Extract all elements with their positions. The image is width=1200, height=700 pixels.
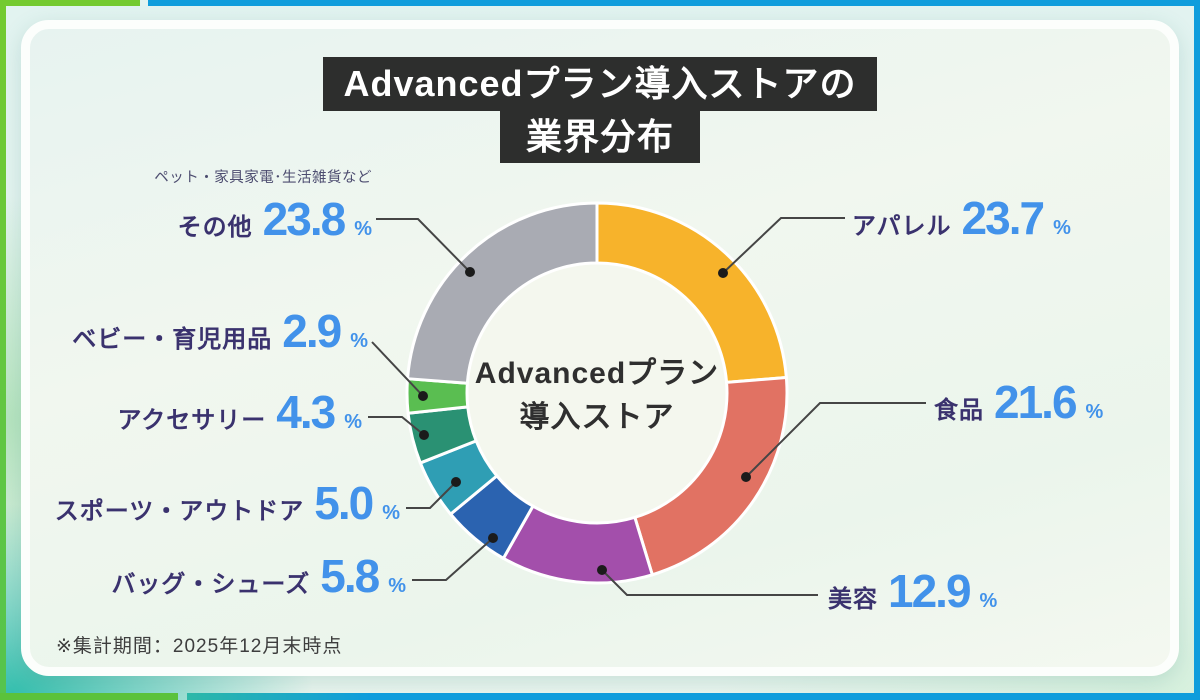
- donut-center-line-2: 導入ストア: [519, 401, 675, 434]
- label-bags-shoes: バッグ・シューズ 5.8 %: [111, 553, 406, 599]
- label-apparel-value: 23.7: [961, 192, 1046, 244]
- label-others-value: 23.8: [262, 193, 347, 245]
- label-others: その他 23.8 %: [178, 196, 372, 242]
- label-beauty-name: 美容: [828, 586, 878, 613]
- label-apparel-unit: %: [1053, 217, 1071, 239]
- label-baby-childcare-name: ベビー・育児用品: [72, 326, 273, 353]
- label-baby-childcare-unit: %: [350, 330, 368, 352]
- label-sports-outdoor-value: 5.0: [314, 477, 374, 529]
- label-sports-outdoor-name: スポーツ・アウトドア: [54, 498, 305, 525]
- label-food-unit: %: [1085, 401, 1104, 423]
- donut-center-label: Advancedプラン 導入ストア: [447, 352, 747, 440]
- label-beauty: 美容 12.9 %: [828, 568, 997, 614]
- label-others-unit: %: [354, 218, 372, 240]
- label-bags-shoes-name: バッグ・シューズ: [111, 571, 311, 598]
- footnote: ※集計期間：2025年12月末時点: [56, 636, 343, 657]
- label-others-name: その他: [177, 214, 253, 241]
- label-accessories: アクセサリー 4.3 %: [117, 389, 362, 435]
- page-title-line-1: Advancedプラン導入ストアの: [323, 57, 877, 111]
- page-title: Advancedプラン導入ストアの 業界分布: [0, 57, 1200, 163]
- label-apparel-name: アパレル: [852, 213, 952, 240]
- label-others-note: ペット・家具家電･生活雑貨など: [154, 170, 372, 186]
- frame-border-bottom-blue: [187, 693, 1200, 700]
- label-bags-shoes-value: 5.8: [320, 550, 380, 602]
- label-accessories-value: 4.3: [276, 386, 336, 438]
- page-title-line-2: 業界分布: [499, 111, 700, 163]
- label-food-value: 21.6: [994, 376, 1078, 428]
- frame-border-left: [0, 0, 6, 700]
- label-food: 食品 21.6 %: [934, 379, 1103, 425]
- label-food-name: 食品: [934, 397, 984, 424]
- label-sports-outdoor-unit: %: [382, 502, 400, 524]
- label-apparel: アパレル 23.7 %: [852, 195, 1071, 241]
- frame-border-bottom-green: [0, 693, 178, 700]
- frame-border-top-blue: [148, 0, 1200, 6]
- label-bags-shoes-unit: %: [388, 575, 406, 597]
- label-baby-childcare-value: 2.9: [282, 305, 342, 357]
- frame-border-right: [1194, 0, 1200, 700]
- label-beauty-value: 12.9: [888, 565, 972, 617]
- label-others-group: ペット・家具家電･生活雑貨など その他 23.8 %: [154, 166, 372, 242]
- donut-center-line-1: Advancedプラン: [474, 357, 720, 390]
- label-accessories-unit: %: [344, 411, 362, 433]
- label-sports-outdoor: スポーツ・アウトドア 5.0 %: [55, 480, 400, 526]
- label-baby-childcare: ベビー・育児用品 2.9 %: [72, 308, 368, 354]
- frame-border-top-green: [0, 0, 140, 6]
- label-beauty-unit: %: [979, 590, 998, 612]
- label-accessories-name: アクセサリー: [117, 407, 267, 434]
